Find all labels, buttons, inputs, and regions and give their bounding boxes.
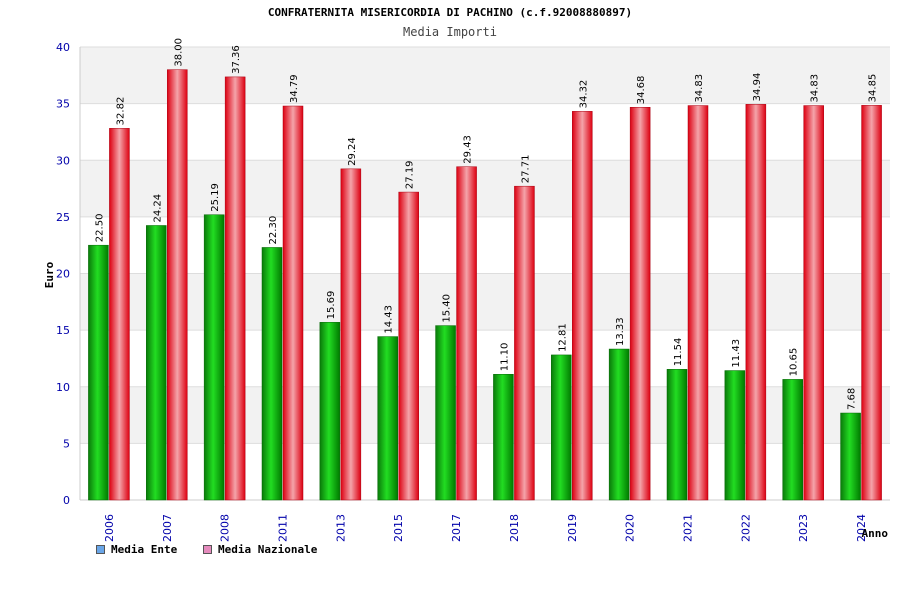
bar-value-label: 37.36 <box>231 45 242 74</box>
bar-media-ente <box>666 369 688 501</box>
bar-media-ente <box>146 225 167 501</box>
y-tick-label: 15 <box>56 324 70 337</box>
bar-value-label: 14.43 <box>384 305 395 334</box>
bar-value-label: 29.24 <box>347 137 358 166</box>
bar-media-nazionale <box>687 105 709 501</box>
bar-media-nazionale <box>745 104 767 501</box>
legend-item-ente: Media Ente <box>96 543 177 556</box>
x-tick-label: 2006 <box>103 514 116 542</box>
y-tick-label: 20 <box>56 268 70 281</box>
bar-media-ente <box>261 247 283 501</box>
grid-band <box>80 47 890 104</box>
chart-subtitle: Media Importi <box>403 25 497 39</box>
grid-band <box>80 443 890 500</box>
y-axis-label: Euro <box>43 261 56 288</box>
x-tick-label: 2019 <box>566 514 579 542</box>
bar-media-ente <box>840 412 861 501</box>
bar-media-ente <box>724 370 746 501</box>
bar-value-label: 15.69 <box>326 291 337 320</box>
bar-value-label: 34.85 <box>868 74 879 103</box>
bar-value-label: 34.83 <box>810 74 821 103</box>
bar-value-label: 22.30 <box>268 216 279 245</box>
y-tick-label: 10 <box>56 381 70 394</box>
y-tick-label: 30 <box>56 154 70 167</box>
bar-value-label: 27.71 <box>520 155 531 184</box>
legend-swatch-ente <box>96 545 105 554</box>
bar-value-label: 10.65 <box>789 348 800 377</box>
legend-label-nazionale: Media Nazionale <box>218 543 318 556</box>
bar-value-label: 22.50 <box>94 214 105 243</box>
y-tick-label: 25 <box>56 211 70 224</box>
bar-media-nazionale <box>514 185 535 501</box>
bar-media-nazionale <box>109 128 130 501</box>
bar-media-ente <box>377 336 398 501</box>
bar-value-label: 34.79 <box>289 74 300 103</box>
bar-value-label: 13.33 <box>615 317 626 346</box>
bar-media-ente <box>88 244 109 501</box>
bar-value-label: 7.68 <box>847 388 858 410</box>
y-tick-label: 35 <box>56 98 70 111</box>
x-tick-label: 2017 <box>450 514 463 542</box>
bar-media-nazionale <box>224 76 246 501</box>
grid-band <box>80 160 890 217</box>
bar-media-nazionale <box>861 105 882 501</box>
bar-media-ente <box>782 379 803 501</box>
x-tick-label: 2008 <box>219 514 232 542</box>
bar-media-nazionale <box>167 69 188 501</box>
x-axis-label: Anno <box>862 527 889 540</box>
bar-value-label: 29.43 <box>463 135 474 164</box>
bar-value-label: 15.40 <box>442 294 453 323</box>
bar-media-ente <box>435 325 456 501</box>
x-tick-label: 2015 <box>392 514 405 542</box>
bar-value-label: 34.94 <box>752 73 763 102</box>
bar-value-label: 12.81 <box>557 323 568 352</box>
bar-media-nazionale <box>456 166 477 501</box>
grid-band <box>80 330 890 387</box>
x-tick-label: 2018 <box>508 514 521 542</box>
bar-value-label: 38.00 <box>173 38 184 67</box>
bar-media-ente <box>551 354 572 501</box>
x-tick-label: 2011 <box>277 514 290 542</box>
legend-label-ente: Media Ente <box>111 543 178 556</box>
grid-band <box>80 103 890 161</box>
bar-value-label: 34.83 <box>694 74 705 103</box>
y-tick-label: 40 <box>56 41 70 54</box>
bar-value-label: 34.68 <box>636 76 647 105</box>
chart-title: CONFRATERNITA MISERICORDIA DI PACHINO (c… <box>267 6 633 19</box>
bar-value-label: 32.82 <box>115 97 126 126</box>
bar-media-nazionale <box>803 105 824 501</box>
x-tick-label: 2013 <box>334 514 347 542</box>
grid-band <box>80 273 890 331</box>
x-tick-label: 2022 <box>739 514 752 542</box>
x-tick-label: 2024 <box>855 514 868 542</box>
bar-value-label: 25.19 <box>210 183 221 212</box>
bar-media-ente <box>319 322 341 501</box>
bar-media-nazionale <box>572 111 593 501</box>
bar-value-label: 11.43 <box>731 339 742 368</box>
bar-media-ente <box>608 348 630 501</box>
bar-media-nazionale <box>340 168 362 501</box>
bar-value-label: 34.32 <box>578 80 589 109</box>
bar-value-label: 27.19 <box>405 160 416 189</box>
x-tick-label: 2023 <box>797 514 810 542</box>
bar-value-label: 11.54 <box>673 338 684 367</box>
x-tick-label: 2021 <box>682 514 695 542</box>
bar-media-ente <box>203 214 225 501</box>
grid-band <box>80 386 890 444</box>
bar-value-label: 11.10 <box>499 343 510 372</box>
bar-media-nazionale <box>629 106 651 501</box>
legend-item-nazionale: Media Nazionale <box>203 543 317 556</box>
y-tick-label: 5 <box>63 437 70 450</box>
x-tick-label: 2007 <box>161 514 174 542</box>
bar-media-nazionale <box>282 105 304 501</box>
y-tick-label: 0 <box>63 494 70 507</box>
x-tick-label: 2020 <box>624 514 637 542</box>
bar-media-ente <box>493 374 514 501</box>
grid-band <box>80 216 890 274</box>
bar-value-label: 24.24 <box>152 194 163 223</box>
legend-swatch-nazionale <box>203 545 212 554</box>
bar-media-nazionale <box>398 191 419 501</box>
